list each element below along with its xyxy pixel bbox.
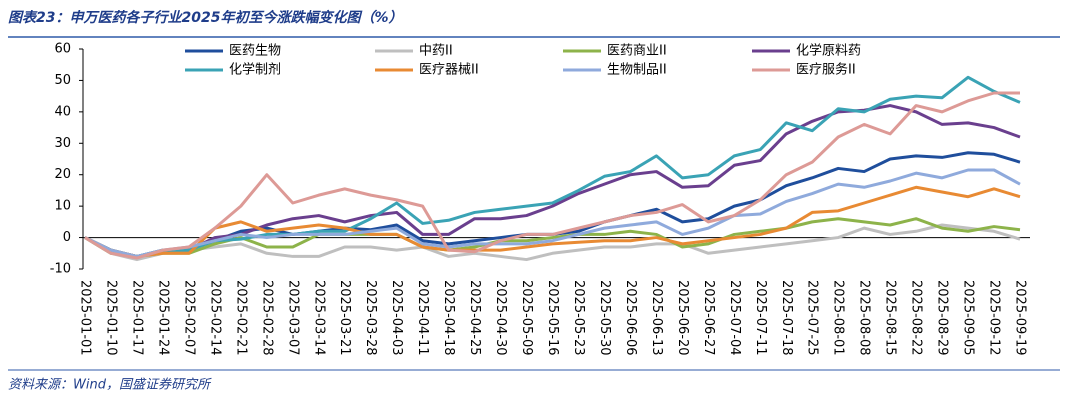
x-tick-label: 2025-04-18 [441,280,456,356]
x-tick-label: 2025-06-20 [675,280,690,356]
x-tick-label: 2025-07-11 [753,280,768,356]
x-tick-label: 2025-06-27 [701,280,716,356]
x-tick-label: 2025-05-23 [571,280,586,356]
x-tick-label: 2025-04-03 [389,280,404,356]
x-tick-label: 2025-05-09 [519,280,534,356]
y-tick-label: 20 [54,167,71,182]
legend-label: 医药生物 [229,44,281,59]
series-line [84,223,1021,262]
x-tick-label: 2025-02-28 [259,280,274,356]
y-tick-label: -10 [50,262,71,277]
legend-label: 中药II [419,44,453,59]
y-tick-label: 50 [54,73,71,88]
x-tick-label: 2025-04-30 [493,280,508,356]
y-tick-label: 30 [54,136,71,151]
x-tick-label: 2025-01-24 [155,280,170,356]
series-line [84,217,1021,258]
x-tick-label: 2025-08-08 [857,280,872,356]
x-tick-label: 2025-04-11 [415,280,430,356]
series-line [84,75,1021,258]
x-tick-label: 2025-02-14 [207,280,222,356]
series-line [84,168,1021,258]
series-line [84,185,1021,258]
x-tick-label: 2025-09-05 [961,280,976,356]
x-tick-label: 2025-05-30 [597,280,612,356]
x-tick-label: 2025-03-28 [363,280,378,356]
x-tick-label: 2025-09-19 [1013,280,1028,356]
x-tick-label: 2025-04-25 [467,280,482,356]
x-tick-label: 2025-08-22 [909,280,924,356]
x-tick-label: 2025-03-21 [337,280,352,356]
legend-label: 医药商业II [607,44,667,59]
x-tick-label: 2025-03-07 [285,280,300,356]
x-tick-label: 2025-07-04 [727,280,742,356]
x-tick-label: 2025-02-21 [233,280,248,356]
x-tick-label: 2025-02-07 [181,280,196,356]
chart-title: 图表23：申万医药各子行业2025年初至今涨跌幅变化图（%） [8,9,402,26]
x-tick-label: 2025-03-14 [311,280,326,356]
y-tick-label: 0 [63,230,71,245]
legend-label: 生物制品II [607,63,667,78]
legend-label: 化学原料药 [796,43,861,59]
source: 资料来源：Wind，国盛证券研究所 [8,377,212,393]
x-tick-label: 2025-08-01 [831,280,846,356]
legend-label: 化学制剂 [229,62,281,78]
y-tick-label: 10 [54,199,71,214]
x-tick-label: 2025-09-12 [987,280,1002,356]
x-tick-label: 2025-06-06 [623,280,638,356]
x-tick-label: 2025-08-15 [883,280,898,356]
legend-label: 医疗器械II [419,63,479,78]
legend-label: 医疗服务II [796,62,856,78]
series-line [84,91,1020,260]
y-tick-label: 60 [54,42,71,57]
x-tick-label: 2025-01-10 [103,280,118,356]
x-tick-label: 2025-01-17 [129,280,144,356]
x-tick-label: 2025-01-01 [78,280,93,356]
x-tick-label: 2025-06-13 [649,280,664,356]
x-tick-label: 2025-07-18 [779,280,794,356]
x-tick-label: 2025-07-25 [805,280,820,356]
x-tick-label: 2025-08-29 [935,280,950,356]
x-tick-label: 2025-05-16 [545,280,560,356]
y-tick-label: 40 [54,104,71,119]
